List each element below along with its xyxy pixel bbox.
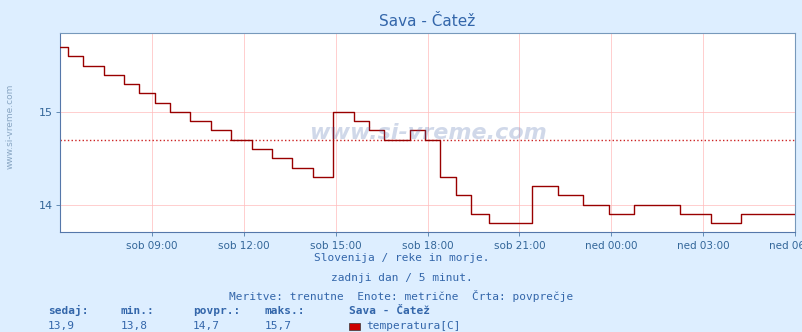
Text: 14,7: 14,7 bbox=[192, 321, 220, 331]
Text: www.si-vreme.com: www.si-vreme.com bbox=[5, 83, 14, 169]
Text: www.si-vreme.com: www.si-vreme.com bbox=[308, 123, 546, 143]
Text: povpr.:: povpr.: bbox=[192, 306, 240, 316]
Text: 15,7: 15,7 bbox=[265, 321, 292, 331]
Text: Meritve: trenutne  Enote: metrične  Črta: povprečje: Meritve: trenutne Enote: metrične Črta: … bbox=[229, 290, 573, 302]
Text: min.:: min.: bbox=[120, 306, 154, 316]
Text: maks.:: maks.: bbox=[265, 306, 305, 316]
Text: Sava - Čatež: Sava - Čatež bbox=[349, 306, 430, 316]
Text: zadnji dan / 5 minut.: zadnji dan / 5 minut. bbox=[330, 273, 472, 283]
Text: temperatura[C]: temperatura[C] bbox=[366, 321, 460, 331]
Title: Sava - Čatež: Sava - Čatež bbox=[379, 14, 475, 29]
Text: Slovenija / reke in morje.: Slovenija / reke in morje. bbox=[314, 253, 488, 263]
Text: 13,8: 13,8 bbox=[120, 321, 148, 331]
Text: sedaj:: sedaj: bbox=[48, 305, 88, 316]
Text: 13,9: 13,9 bbox=[48, 321, 75, 331]
